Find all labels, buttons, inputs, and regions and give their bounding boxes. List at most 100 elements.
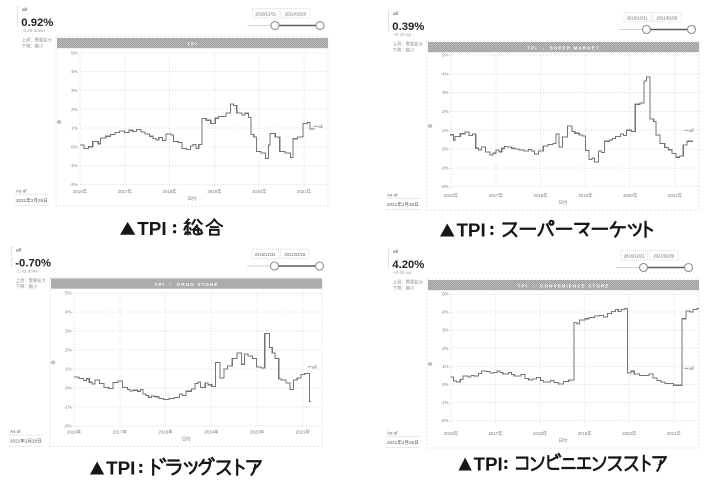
- svg-text:TPI: TPI: [137, 218, 166, 239]
- svg-text:4.20%: 4.20%: [392, 259, 424, 271]
- svg-text:2020年: 2020年: [622, 430, 637, 437]
- svg-text:下降：縮小: 下降：縮小: [22, 42, 44, 49]
- svg-text:2021/02/28: 2021/02/28: [284, 252, 306, 257]
- svg-text:all: all: [16, 248, 21, 254]
- svg-text:2018年: 2018年: [158, 428, 173, 435]
- svg-text:-1%: -1%: [441, 400, 449, 405]
- svg-text:2016年: 2016年: [67, 428, 82, 435]
- svg-text:2021年: 2021年: [297, 188, 312, 195]
- svg-text:2018年: 2018年: [534, 192, 549, 199]
- svg-text:-1%: -1%: [64, 404, 72, 409]
- svg-text:2017年: 2017年: [113, 428, 128, 435]
- svg-text:1%: 1%: [71, 126, 77, 131]
- svg-text:all: all: [312, 365, 316, 370]
- svg-text:TPI: TPI: [456, 220, 485, 241]
- svg-text:3%: 3%: [442, 90, 448, 95]
- svg-text:日付: 日付: [559, 199, 568, 206]
- svg-text:2021年2月28日: 2021年2月28日: [387, 201, 419, 208]
- svg-text:2019年: 2019年: [207, 188, 222, 195]
- svg-text:-2%: -2%: [70, 182, 78, 187]
- svg-text:3%: 3%: [71, 88, 77, 93]
- svg-text:+0.25 up: +0.25 up: [393, 32, 411, 37]
- svg-text:As of: As of: [387, 431, 398, 436]
- svg-text:0%: 0%: [442, 382, 448, 387]
- svg-text:2016/12/31: 2016/12/31: [627, 16, 649, 21]
- svg-text:4%: 4%: [442, 310, 448, 315]
- svg-text:3%: 3%: [65, 328, 71, 333]
- svg-text:上昇：需要拡大: 上昇：需要拡大: [393, 279, 424, 286]
- svg-text:2021年2月28日: 2021年2月28日: [387, 439, 419, 446]
- svg-text:TPI: TPI: [187, 41, 197, 46]
- svg-text:0.39%: 0.39%: [392, 21, 424, 33]
- svg-text:-0.29 down: -0.29 down: [22, 28, 45, 33]
- svg-text:率: 率: [427, 123, 434, 128]
- svg-text:0%: 0%: [65, 385, 71, 390]
- svg-text:2021年2月28日: 2021年2月28日: [10, 437, 42, 444]
- svg-text:2016/12/31: 2016/12/31: [255, 12, 277, 17]
- svg-text:下降：縮小: 下降：縮小: [393, 284, 415, 291]
- svg-text:2016年: 2016年: [444, 430, 459, 437]
- svg-text:-2%: -2%: [64, 423, 72, 428]
- svg-text:2%: 2%: [65, 347, 71, 352]
- svg-text:TPI - DRUG STORE: TPI - DRUG STORE: [154, 282, 218, 287]
- svg-text:4%: 4%: [442, 71, 448, 76]
- svg-text:all: all: [689, 128, 693, 133]
- svg-text:2016年: 2016年: [444, 192, 459, 199]
- svg-text:2016/12/31: 2016/12/31: [624, 254, 646, 259]
- svg-text:TPI: TPI: [474, 454, 503, 475]
- svg-text:-1.42 down: -1.42 down: [16, 269, 39, 274]
- svg-text:2%: 2%: [442, 346, 448, 351]
- svg-text:0.92%: 0.92%: [21, 17, 53, 29]
- svg-text:-0.70%: -0.70%: [15, 258, 51, 270]
- svg-text:5%: 5%: [71, 50, 77, 55]
- svg-text:5%: 5%: [442, 53, 448, 58]
- svg-text:2021/02/28: 2021/02/28: [285, 12, 307, 17]
- svg-text:2018年: 2018年: [533, 430, 548, 437]
- svg-text:2016年: 2016年: [73, 188, 88, 195]
- svg-text:2020年: 2020年: [252, 188, 267, 195]
- svg-text:5%: 5%: [442, 292, 448, 297]
- svg-text:all: all: [22, 7, 27, 13]
- svg-text:日付: 日付: [559, 437, 568, 444]
- svg-text:0%: 0%: [71, 144, 77, 149]
- svg-text:+0.00 up: +0.00 up: [393, 270, 411, 275]
- svg-text:2021年: 2021年: [296, 428, 311, 435]
- svg-text:上昇：需要拡大: 上昇：需要拡大: [16, 277, 47, 284]
- svg-text:all: all: [318, 124, 322, 129]
- svg-text:1%: 1%: [442, 128, 448, 133]
- svg-text:下降：縮小: 下降：縮小: [16, 283, 38, 290]
- svg-text:日付: 日付: [188, 195, 197, 202]
- svg-text:2%: 2%: [71, 107, 77, 112]
- svg-text:2%: 2%: [442, 109, 448, 114]
- svg-text:2020年: 2020年: [250, 428, 265, 435]
- svg-text:2017年: 2017年: [489, 192, 504, 199]
- svg-text:率: 率: [427, 361, 434, 366]
- svg-text:-1%: -1%: [70, 163, 78, 168]
- svg-text:上昇：需要拡大: 上昇：需要拡大: [393, 41, 424, 48]
- svg-text:0%: 0%: [442, 147, 448, 152]
- svg-text:2021年2月28日: 2021年2月28日: [16, 197, 48, 204]
- svg-text:2020年: 2020年: [623, 192, 638, 199]
- svg-text:2017年: 2017年: [488, 430, 503, 437]
- svg-text:TPI: TPI: [106, 458, 135, 479]
- svg-text:5%: 5%: [65, 290, 71, 295]
- svg-text:-2%: -2%: [441, 184, 449, 189]
- svg-text:1%: 1%: [65, 366, 71, 371]
- svg-text:3%: 3%: [442, 328, 448, 333]
- svg-text:2021/02/28: 2021/02/28: [653, 254, 675, 259]
- svg-text:1%: 1%: [442, 364, 448, 369]
- svg-text:all: all: [689, 366, 693, 371]
- svg-text:2019年: 2019年: [578, 192, 593, 199]
- svg-text:4%: 4%: [65, 309, 71, 314]
- svg-text:2019年: 2019年: [578, 430, 593, 437]
- svg-text:2017年: 2017年: [118, 188, 133, 195]
- svg-text:率: 率: [56, 119, 63, 124]
- svg-text:下降：縮小: 下降：縮小: [393, 46, 415, 53]
- svg-text:all: all: [393, 11, 398, 17]
- svg-text:all: all: [393, 249, 398, 255]
- svg-text:2018年: 2018年: [163, 188, 178, 195]
- svg-text:2016/12/31: 2016/12/31: [255, 252, 277, 257]
- svg-text:TPI - CONVENIENCE STORE: TPI - CONVENIENCE STORE: [518, 283, 610, 288]
- svg-text:2019年: 2019年: [204, 428, 219, 435]
- svg-text:2021年: 2021年: [668, 192, 683, 199]
